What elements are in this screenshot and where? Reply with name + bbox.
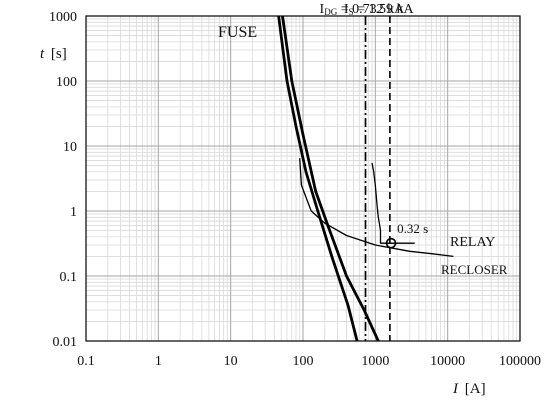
fuse-label: FUSE [218, 24, 257, 41]
curve-fuse-1 [281, 15, 380, 342]
x-axis-title: I [A] [452, 381, 486, 397]
x-tick-label: 10 [224, 354, 238, 369]
marker-label: 0.32 s [397, 221, 428, 236]
idg-label-sub: DG [324, 7, 337, 17]
y-axis-title-main: t [40, 46, 45, 62]
annotations: FUSE RELAY RECLOSER [218, 24, 508, 277]
x-tick-label: 1 [155, 354, 162, 369]
x-tick-label: 100000 [499, 354, 541, 369]
tick-labels: 0.1 1 10 100 1000 10000 100000 0.01 0.1 1 10 100 100… [49, 10, 541, 369]
curve-recloser [299, 158, 454, 258]
curve-relay [371, 162, 415, 244]
is-label-main: I [344, 2, 349, 17]
x-axis-title-unit: [A] [465, 381, 486, 397]
y-axis-title-unit: [s] [51, 46, 67, 62]
idg-label-rest: = 0.732 kA [337, 2, 405, 17]
plot-frame [85, 15, 521, 342]
idg-label-main: I [320, 2, 325, 17]
y-tick-label: 100 [56, 75, 77, 90]
y-tick-label: 1000 [49, 10, 77, 25]
y-tick-label: 0.01 [53, 335, 78, 350]
x-tick-label: 1000 [361, 354, 389, 369]
is-label-rest: = 1.59 kA [354, 2, 415, 17]
curve-fuse [277, 15, 359, 342]
idg-label: IDG = 0.732 kA [320, 2, 406, 17]
is-label: IS = 1.59 kA [344, 2, 415, 17]
x-tick-label: 100 [293, 354, 314, 369]
y-tick-label: 0.1 [60, 270, 78, 285]
recloser-label: RECLOSER [441, 262, 508, 277]
x-tick-label: 0.1 [77, 354, 95, 369]
x-tick-label: 10000 [430, 354, 465, 369]
x-axis-title-main: I [452, 381, 459, 397]
is-label-sub: S [349, 7, 354, 17]
curves: 0.32 s [277, 15, 454, 342]
relay-label: RELAY [450, 235, 495, 250]
axis-titles: t [s] I [A] [40, 46, 486, 397]
y-tick-label: 10 [63, 140, 77, 155]
y-tick-label: 1 [70, 205, 77, 220]
y-axis-title: t [s] [40, 46, 67, 62]
